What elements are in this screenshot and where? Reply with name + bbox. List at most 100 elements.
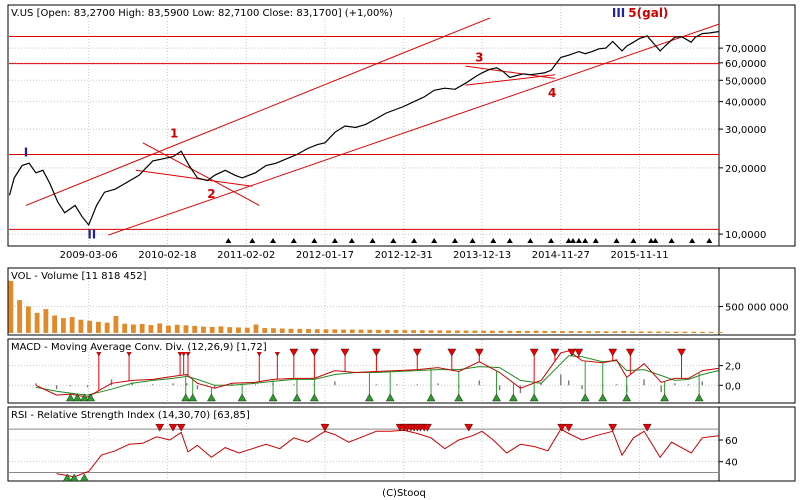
macd-buy-signal <box>454 393 464 402</box>
volume-bar <box>402 330 408 333</box>
rsi-buy-signal <box>62 473 72 482</box>
volume-bar <box>691 331 697 333</box>
volume-bar <box>166 325 171 333</box>
macd-panel: 0,0 2,0 MACD - Moving Average Conv. Div. (… <box>7 338 796 404</box>
volume-bar <box>227 327 233 333</box>
volume-bar <box>122 323 128 333</box>
trend-line <box>135 169 253 187</box>
volume-bar <box>516 330 522 333</box>
volume-bar <box>17 300 23 333</box>
wave-label: I <box>24 146 28 160</box>
macd-buy-signal <box>181 393 191 402</box>
macd-sell-signal <box>447 348 457 357</box>
volume-bar <box>437 330 443 333</box>
event-marker <box>648 238 655 243</box>
volume-bar <box>131 324 136 333</box>
event-marker <box>431 238 438 243</box>
volume-bar <box>551 330 557 333</box>
volume-bar <box>419 330 425 333</box>
event-marker <box>613 238 620 243</box>
rsi-sell-signal <box>176 423 186 432</box>
x-tick-label: 2011-02-02 <box>217 250 275 261</box>
event-marker <box>469 238 476 243</box>
wave-label: 2 <box>207 187 215 201</box>
wave-label: 3 <box>475 50 483 64</box>
event-marker <box>582 238 589 243</box>
volume-bar <box>673 331 679 333</box>
volume-bar <box>586 331 592 333</box>
macd-panel-title: MACD - Moving Average Conv. Div. (12,26,… <box>11 342 267 353</box>
event-marker <box>225 238 232 243</box>
event-marker <box>706 238 713 243</box>
event-marker <box>249 238 256 243</box>
macd-buy-signal <box>292 393 302 402</box>
event-marker <box>311 238 318 243</box>
macd-sell-signal <box>608 348 618 357</box>
volume-bar <box>288 328 294 333</box>
volume-bar <box>717 331 723 333</box>
event-marker <box>592 238 599 243</box>
x-tick-label: 2010-02-18 <box>138 250 196 261</box>
macd-sell-signal <box>550 348 560 357</box>
rsi-sell-signal <box>464 423 474 432</box>
event-marker <box>668 238 675 243</box>
macd-sell-signal <box>529 348 539 357</box>
rsi-sell-signal <box>642 423 652 432</box>
volume-bar <box>349 329 355 333</box>
rsi-panel-axis-box <box>718 406 796 482</box>
macd-axis-tick-label: 2,0 <box>725 362 741 373</box>
rsi-sell-signal <box>608 423 618 432</box>
volume-bar <box>446 330 451 333</box>
macd-buy-signal <box>694 393 704 402</box>
volume-bar <box>568 331 574 333</box>
volume-bar <box>43 309 49 333</box>
volume-panel: 500 000 000 VOL - Volume [11 818 452] <box>7 267 796 336</box>
volume-bar <box>314 329 320 333</box>
volume-bar <box>700 331 705 333</box>
wave-label: 1 <box>170 126 178 140</box>
volume-bar <box>498 330 504 333</box>
price-axis-tick-label: 20,0000 <box>725 164 766 175</box>
event-marker <box>652 238 659 243</box>
volume-bar <box>411 330 416 333</box>
price-panel: 10,0000 20,0000 30,0000 40,0000 50,0000 60,00… <box>7 4 796 261</box>
macd-panel-axis-box <box>718 338 796 404</box>
volume-bar <box>358 329 364 333</box>
event-marker <box>565 238 572 243</box>
volume-bar <box>481 330 486 333</box>
volume-bar <box>306 329 311 333</box>
macd-buy-signal <box>237 393 247 402</box>
event-marker <box>390 238 397 243</box>
event-marker <box>348 238 355 243</box>
volume-bar <box>271 328 276 333</box>
volume-bar <box>594 331 600 333</box>
volume-bar <box>218 326 224 333</box>
volume-bar <box>533 330 539 333</box>
volume-bar <box>113 316 119 333</box>
rsi-sell-signal <box>423 423 432 432</box>
volume-bar <box>279 328 285 333</box>
macd-sell-signal <box>412 348 422 357</box>
price-axis-tick-label: 40,0000 <box>725 98 766 109</box>
macd-buy-signal <box>385 393 395 402</box>
volume-bar <box>139 323 145 333</box>
volume-bar <box>367 329 373 333</box>
event-marker <box>689 238 696 243</box>
volume-bar <box>428 330 434 333</box>
macd-buy-signal <box>310 393 319 402</box>
volume-bar <box>332 329 338 333</box>
macd-buy-signal <box>188 393 198 402</box>
trend-line <box>108 23 719 236</box>
wave-label: 5(gal) <box>628 6 668 20</box>
wave-label: II <box>87 227 96 241</box>
volume-bar <box>201 326 206 333</box>
volume-bar <box>60 318 66 333</box>
macd-buy-signal <box>365 393 374 402</box>
volume-bar <box>603 331 609 333</box>
x-tick-label: 2012-12-31 <box>375 250 433 261</box>
price-panel-title-bg <box>9 6 514 18</box>
volume-bar <box>463 330 469 333</box>
macd-sell-signal <box>310 348 319 357</box>
price-axis-tick-label: 60,0000 <box>725 59 766 70</box>
